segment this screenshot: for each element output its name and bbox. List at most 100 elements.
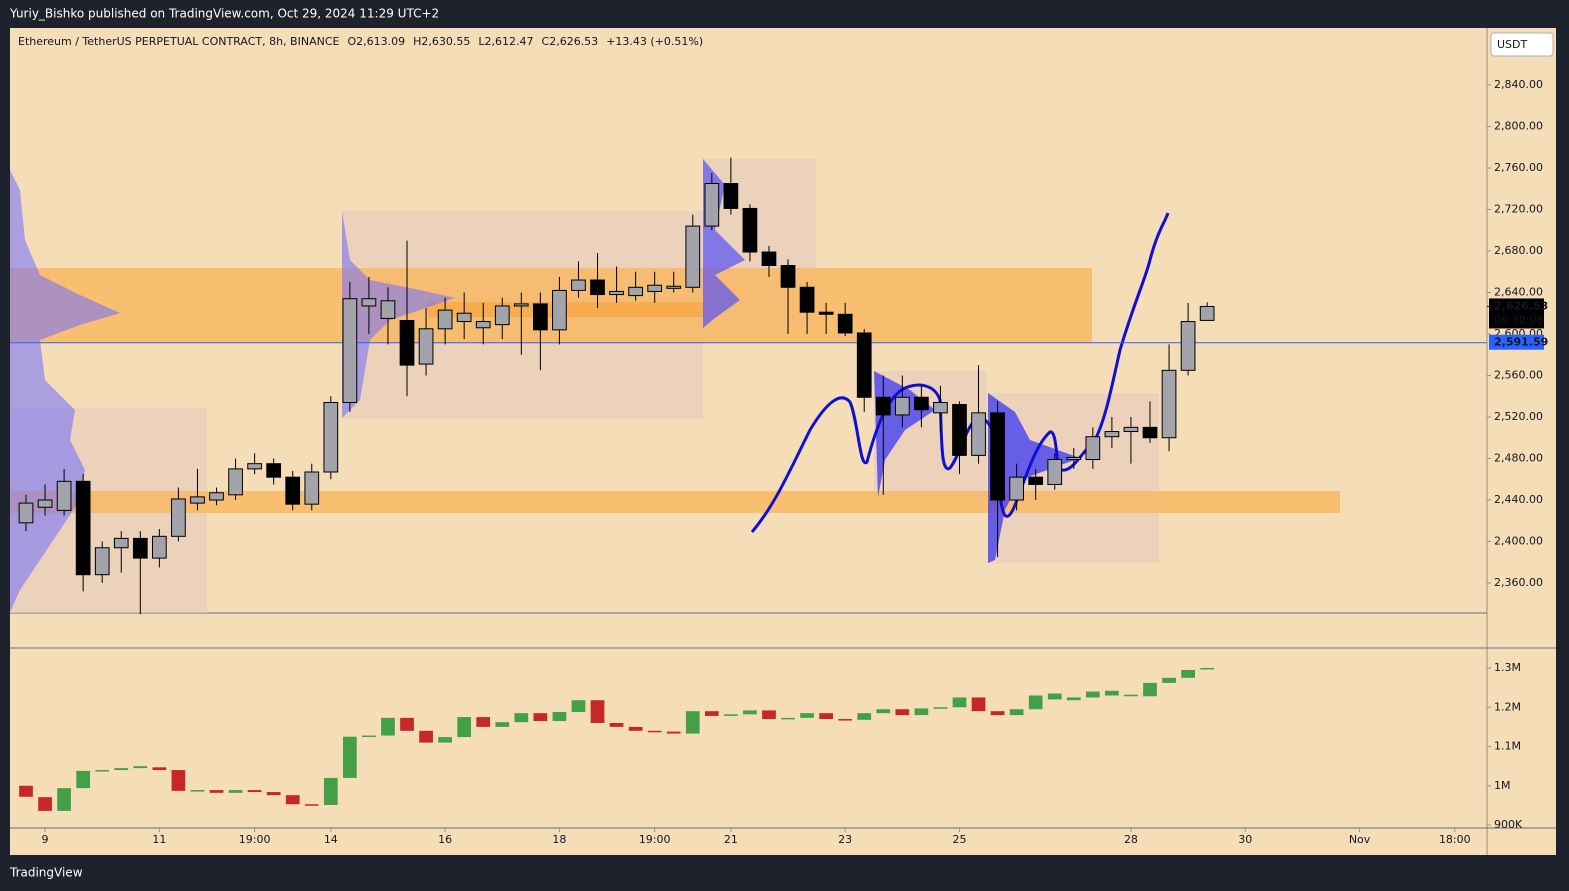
candle-body <box>209 492 224 501</box>
plot <box>10 157 1487 811</box>
volume-body <box>304 804 319 806</box>
candle-body <box>1180 321 1196 371</box>
volume-body <box>1200 668 1215 670</box>
chart-background <box>10 28 1556 855</box>
volume-body <box>438 737 452 743</box>
volume-body <box>514 713 529 723</box>
candle-body <box>780 265 796 288</box>
volume-tick-label: 900K <box>1494 818 1523 831</box>
y-tick-label: 2,720.00 <box>1494 202 1543 215</box>
candle-body <box>685 225 701 288</box>
volume-body <box>952 697 967 708</box>
volume-body <box>876 709 891 714</box>
candle-body <box>571 279 586 291</box>
last-price-label: 2,626.53 <box>1494 299 1548 312</box>
volume-body <box>1105 690 1119 696</box>
y-tick-label: 2,640.00 <box>1494 285 1543 298</box>
candle-body <box>132 537 148 559</box>
candle-body <box>704 183 720 227</box>
legend-value: +13.43 (+0.51%) <box>606 35 703 48</box>
volume-body <box>552 711 567 722</box>
candle-body <box>1104 431 1120 438</box>
volume-body <box>419 730 433 743</box>
volume-body <box>895 709 910 716</box>
volume-body <box>533 713 548 722</box>
volume-body <box>838 719 853 721</box>
volume-body <box>1085 691 1100 698</box>
volume-body <box>476 717 491 727</box>
volume-body <box>743 710 757 715</box>
volume-body <box>990 711 1005 716</box>
volume-profile <box>10 170 120 612</box>
candle-body <box>1047 459 1063 485</box>
volume-body <box>819 713 833 720</box>
candle-body <box>1123 426 1139 433</box>
candle-body <box>56 480 72 511</box>
header: Yuriy_Bishko published on TradingView.co… <box>9 7 439 21</box>
volume-body <box>1143 682 1157 697</box>
candle-body <box>1028 476 1044 485</box>
volume-tick-label: 1.3M <box>1494 661 1521 674</box>
candle-body <box>1142 426 1158 439</box>
x-tick-label: 19:00 <box>239 833 271 846</box>
volume-body <box>19 785 33 797</box>
volume-body <box>1009 709 1024 716</box>
volume-body <box>190 790 205 792</box>
candle-body <box>37 499 53 508</box>
x-tick-label: 9 <box>42 833 49 846</box>
chart-title: Ethereum / TetherUS PERPETUAL CONTRACT, … <box>18 35 340 48</box>
volume-tick-label: 1.1M <box>1494 740 1521 753</box>
candle-body <box>914 396 929 411</box>
volume-body <box>323 777 338 805</box>
candle-body <box>1009 476 1024 501</box>
volume-body <box>762 710 776 720</box>
x-tick-label: 14 <box>324 833 338 846</box>
candle-body <box>437 309 453 330</box>
legend-value: C2,626.53 <box>542 35 599 48</box>
y-tick-label: 2,840.00 <box>1494 78 1543 91</box>
volume-body <box>933 707 948 709</box>
volume-tick-label: 1.2M <box>1494 700 1521 713</box>
candle-body <box>837 313 853 334</box>
x-tick-label: 18 <box>552 833 566 846</box>
candle-body <box>285 476 301 505</box>
candle-body <box>1085 436 1101 461</box>
y-tick-label: 2,360.00 <box>1494 576 1543 589</box>
volume-body <box>495 722 510 727</box>
candle-body <box>266 463 282 478</box>
volume-body <box>114 768 129 771</box>
candle-body <box>380 300 396 319</box>
x-tick-label: 16 <box>438 833 452 846</box>
candle-body <box>799 286 815 313</box>
currency-button[interactable] <box>1490 32 1554 57</box>
volume-body <box>38 797 52 811</box>
x-tick-label: 30 <box>1238 833 1252 846</box>
reference-label-box <box>1489 334 1544 350</box>
candle-body <box>94 547 110 576</box>
volume-body <box>571 700 586 712</box>
candle-body <box>933 401 948 414</box>
volume-body <box>95 770 110 772</box>
candle-body <box>533 303 548 331</box>
volume-body <box>133 766 148 769</box>
y-tick-label: 2,400.00 <box>1494 535 1543 548</box>
x-tick-label: 19:00 <box>639 833 671 846</box>
x-tick-label: 21 <box>724 833 738 846</box>
volume-body <box>590 700 605 723</box>
y-tick-label: 2,800.00 <box>1494 119 1543 132</box>
x-tick-label: 23 <box>838 833 852 846</box>
volume-body <box>76 770 91 789</box>
volume-body <box>800 713 814 718</box>
volume-body <box>57 788 71 811</box>
y-tick-label: 2,560.00 <box>1494 368 1543 381</box>
candle-body <box>590 279 605 296</box>
candle-body <box>228 468 243 496</box>
volume-body <box>609 722 624 727</box>
candle-body <box>609 290 624 296</box>
x-tick-label: 11 <box>152 833 166 846</box>
currency-label: USDT <box>1497 38 1528 51</box>
volume-body <box>285 795 300 805</box>
candle-body <box>666 285 682 289</box>
